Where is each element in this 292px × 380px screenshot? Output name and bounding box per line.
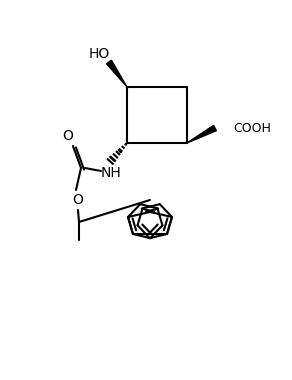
Text: NH: NH [101, 166, 121, 180]
Text: O: O [73, 193, 84, 207]
Text: COOH: COOH [233, 122, 271, 135]
Text: O: O [62, 129, 73, 143]
Text: HO: HO [88, 47, 110, 61]
Polygon shape [187, 125, 216, 143]
Polygon shape [107, 60, 127, 87]
